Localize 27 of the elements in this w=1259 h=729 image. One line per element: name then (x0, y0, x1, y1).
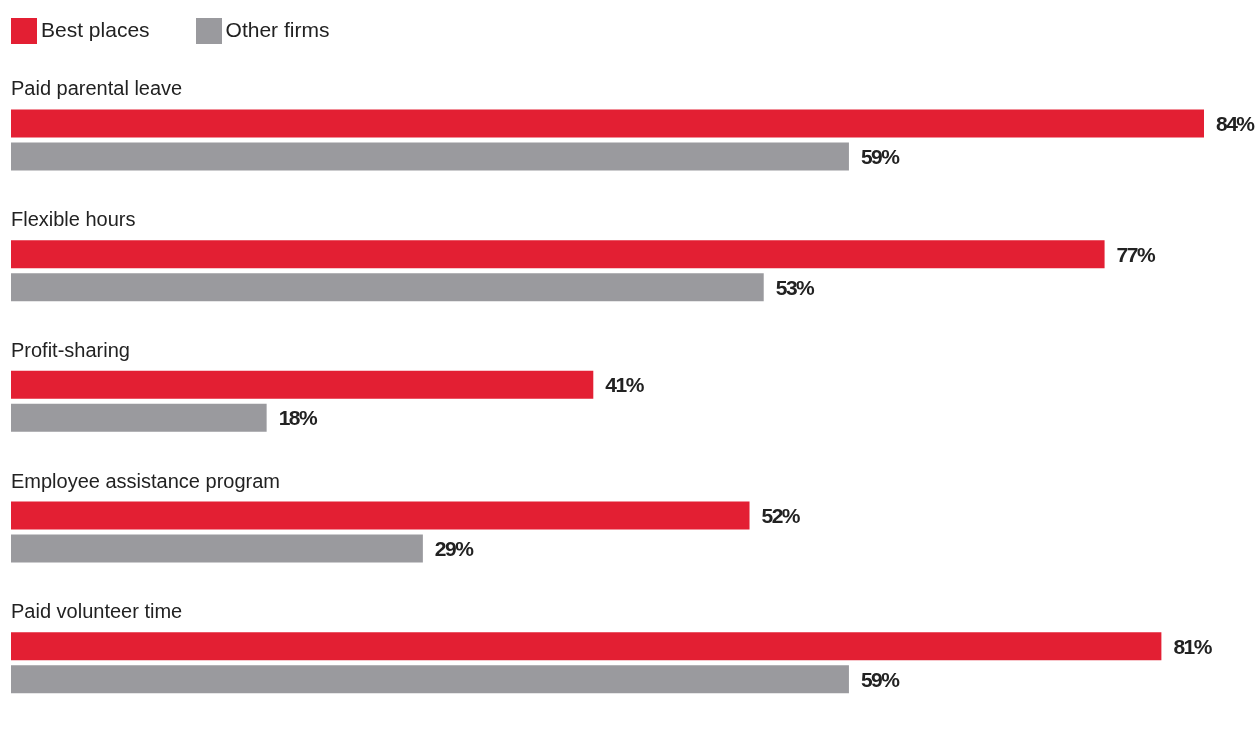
data-label: 59% (860, 144, 901, 168)
y-tick-label: Employee assistance program (11, 469, 281, 492)
bar (11, 109, 1204, 138)
data-label: 18% (278, 406, 318, 430)
data-label: 59% (860, 667, 901, 691)
bar (11, 665, 849, 694)
data-label: 53% (775, 275, 816, 299)
bar (11, 240, 1105, 269)
bar (11, 273, 764, 302)
data-label: 41% (605, 373, 645, 397)
bar (11, 534, 423, 563)
bar (11, 501, 750, 530)
y-tick-label: Paid parental leave (11, 77, 183, 100)
legend-label: Other firms (225, 18, 330, 41)
bar (11, 403, 267, 432)
data-label: 77% (1116, 242, 1156, 266)
data-label: 29% (434, 537, 475, 561)
data-label: 84% (1216, 111, 1256, 135)
y-tick-label: Profit-sharing (11, 338, 130, 361)
bar (11, 370, 594, 399)
data-label: 52% (761, 504, 801, 528)
bar (11, 142, 849, 171)
legend-label: Best places (41, 18, 150, 41)
bar (11, 632, 1162, 661)
data-label: 81% (1173, 634, 1213, 658)
y-tick-label: Paid volunteer time (11, 600, 183, 623)
y-tick-label: Flexible hours (11, 208, 136, 231)
